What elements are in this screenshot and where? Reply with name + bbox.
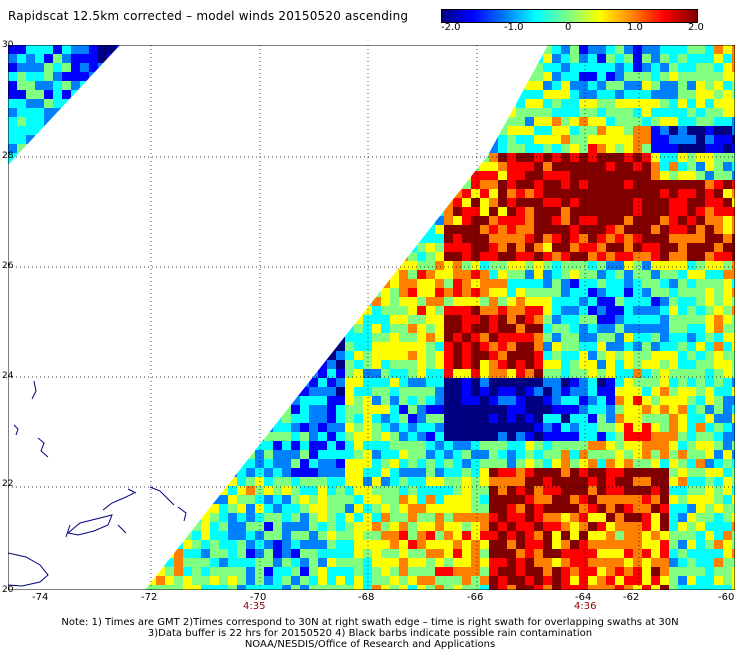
colorbar-tick: -2.0	[441, 22, 461, 33]
grid-lines	[8, 45, 735, 590]
lat-label: 24	[2, 371, 14, 381]
swath-time-label: 4:36	[574, 601, 597, 612]
wind-map	[7, 44, 736, 591]
colorbar-tick: 2.0	[688, 22, 704, 33]
lat-label: 28	[2, 151, 14, 161]
lon-label: -68	[358, 592, 375, 603]
colorbar-tick: -1.0	[504, 22, 524, 33]
lon-label: -60	[718, 592, 735, 603]
lon-label: -62	[623, 592, 640, 603]
lon-label: -70	[250, 592, 267, 603]
wind-map-canvas	[7, 44, 736, 591]
colorbar-tick: 1.0	[627, 22, 643, 33]
lon-label: -64	[575, 592, 592, 603]
lat-label: 22	[2, 479, 14, 489]
swath-data	[145, 45, 735, 590]
lon-label: -74	[32, 592, 49, 603]
lat-label: 20	[2, 585, 14, 595]
coastline-islands	[7, 380, 187, 587]
lat-label: 26	[2, 261, 14, 271]
map-title: Rapidscat 12.5km corrected – model winds…	[8, 9, 409, 23]
lon-label: -72	[141, 592, 158, 603]
swath-time-label: 4:35	[243, 601, 266, 612]
note-line: Note: 1) Times are GMT 2)Times correspon…	[61, 617, 679, 628]
lon-label: -66	[467, 592, 484, 603]
note-line: 3)Data buffer is 22 hrs for 20150520 4) …	[147, 628, 593, 639]
swath-data-corner	[8, 45, 120, 165]
colorbar	[441, 9, 698, 23]
colorbar-tick: 0	[565, 22, 572, 33]
lat-label: 30	[2, 40, 14, 50]
note-line: NOAA/NESDIS/Office of Research and Appli…	[244, 639, 496, 650]
